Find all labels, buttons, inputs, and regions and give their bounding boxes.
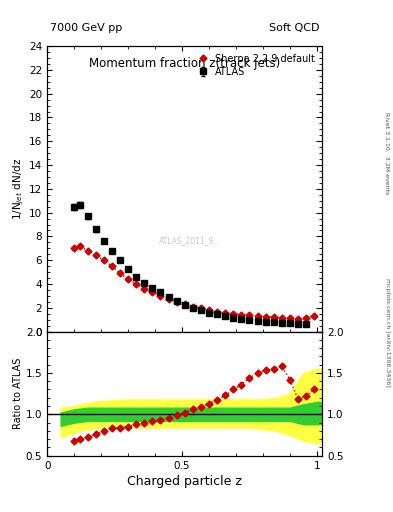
Sherpa 2.2.9 default [271,314,276,321]
Sherpa 2.2.9 default [72,245,77,251]
Sherpa 2.2.9 default [126,276,130,282]
Sherpa 2.2.9 default [198,305,203,311]
Text: Soft QCD: Soft QCD [269,23,320,33]
Sherpa 2.2.9 default [191,304,195,310]
Sherpa 2.2.9 default [158,293,163,299]
Text: Rivet 3.1.10,  3.2M events: Rivet 3.1.10, 3.2M events [385,113,389,195]
Sherpa 2.2.9 default [288,315,292,322]
Y-axis label: 1/N$_{jet}$ dN/dz: 1/N$_{jet}$ dN/dz [12,158,26,220]
Sherpa 2.2.9 default [94,252,98,259]
Line: Sherpa 2.2.9 default: Sherpa 2.2.9 default [72,244,317,322]
Text: ATLAS_2011_S...: ATLAS_2011_S... [159,236,221,245]
Sherpa 2.2.9 default [77,243,82,249]
Legend: Sherpa 2.2.9 default, ATLAS: Sherpa 2.2.9 default, ATLAS [193,51,318,80]
X-axis label: Charged particle z: Charged particle z [127,475,242,488]
Text: mcplots.cern.ch [arXiv:1306.3436]: mcplots.cern.ch [arXiv:1306.3436] [385,279,389,387]
Text: Momentum fraction z(track jets): Momentum fraction z(track jets) [89,57,280,71]
Sherpa 2.2.9 default [101,257,106,263]
Sherpa 2.2.9 default [150,289,155,295]
Sherpa 2.2.9 default [304,315,309,321]
Sherpa 2.2.9 default [239,312,244,318]
Sherpa 2.2.9 default [296,316,300,322]
Sherpa 2.2.9 default [174,298,179,305]
Y-axis label: Ratio to ATLAS: Ratio to ATLAS [13,358,23,429]
Sherpa 2.2.9 default [207,307,211,313]
Sherpa 2.2.9 default [118,270,122,276]
Text: 7000 GeV pp: 7000 GeV pp [50,23,122,33]
Sherpa 2.2.9 default [215,309,219,315]
Sherpa 2.2.9 default [166,296,171,302]
Sherpa 2.2.9 default [182,301,187,307]
Sherpa 2.2.9 default [255,313,260,319]
Sherpa 2.2.9 default [263,314,268,320]
Sherpa 2.2.9 default [142,286,147,292]
Sherpa 2.2.9 default [312,313,316,319]
Sherpa 2.2.9 default [247,312,252,318]
Sherpa 2.2.9 default [110,263,114,269]
Sherpa 2.2.9 default [85,248,90,254]
Sherpa 2.2.9 default [223,310,228,316]
Sherpa 2.2.9 default [231,311,236,317]
Sherpa 2.2.9 default [279,315,284,321]
Sherpa 2.2.9 default [134,281,138,287]
